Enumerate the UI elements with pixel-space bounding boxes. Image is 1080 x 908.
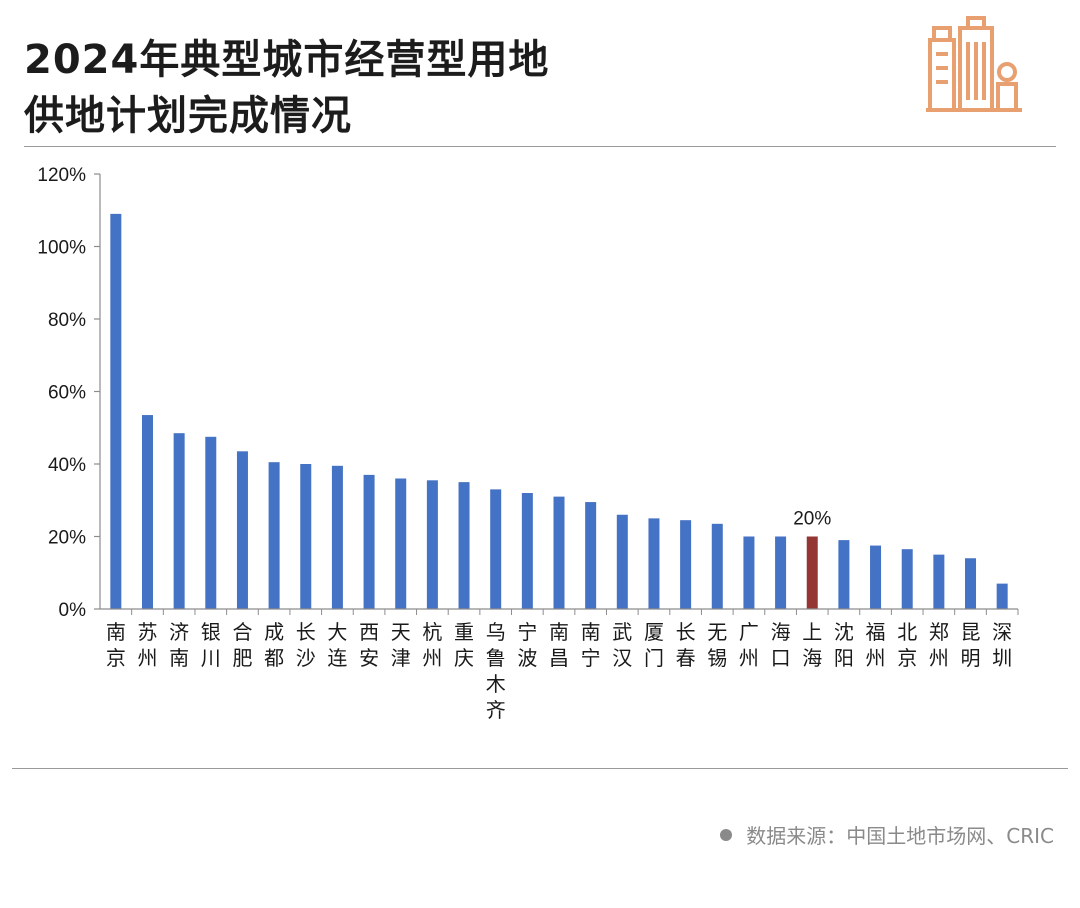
y-tick-label: 40% xyxy=(48,455,86,476)
bar xyxy=(838,540,850,609)
x-tick-label: 长春 xyxy=(676,620,696,670)
bar xyxy=(870,545,882,609)
x-tick-label: 合肥 xyxy=(232,620,252,670)
bar xyxy=(395,478,407,609)
bar xyxy=(616,514,628,609)
bar xyxy=(553,496,565,609)
x-tick-label: 厦门 xyxy=(644,620,664,670)
bar xyxy=(173,433,185,609)
x-tick-label: 长沙 xyxy=(296,620,316,670)
x-tick-label: 福州 xyxy=(866,620,886,670)
x-tick-label: 南京 xyxy=(106,620,126,670)
y-tick-label: 120% xyxy=(37,165,86,186)
x-tick-label: 无锡 xyxy=(707,620,727,670)
header-divider xyxy=(24,146,1056,147)
bar xyxy=(331,465,343,609)
x-tick-label: 宁波 xyxy=(517,620,537,670)
y-tick-label: 20% xyxy=(48,528,86,549)
x-tick-label: 北京 xyxy=(897,620,917,670)
y-tick-label: 60% xyxy=(48,383,86,404)
source-text: 数据来源：中国土地市场网、CRIC xyxy=(746,824,1054,848)
x-tick-label: 南宁 xyxy=(581,620,601,670)
x-tick-label: 大连 xyxy=(327,620,347,670)
bar xyxy=(711,523,723,609)
chart-title-line-2: 供地计划完成情况 xyxy=(24,93,352,139)
x-tick-label: 苏州 xyxy=(137,620,157,670)
data-labels: 20% xyxy=(793,509,831,530)
bar xyxy=(490,489,502,609)
bar xyxy=(205,436,217,609)
x-tick-label: 武汉 xyxy=(612,620,632,670)
x-tick-label: 重庆 xyxy=(454,620,474,670)
bar xyxy=(806,536,818,609)
x-tick-label: 西安 xyxy=(359,620,379,670)
source-note: 数据来源：中国土地市场网、CRIC xyxy=(720,820,1054,849)
bar xyxy=(933,554,945,609)
bars xyxy=(110,213,1008,609)
bar xyxy=(521,493,533,609)
x-tick-label: 沈阳 xyxy=(834,620,854,670)
bar xyxy=(268,462,280,609)
x-tick-label: 天津 xyxy=(391,620,411,670)
bar xyxy=(110,213,122,609)
x-tick-label: 海口 xyxy=(771,620,791,670)
y-tick-label: 100% xyxy=(37,238,86,259)
bar xyxy=(141,415,153,609)
dot-icon xyxy=(720,828,733,841)
x-tick-label: 济南 xyxy=(169,620,189,670)
x-tick-label: 昆明 xyxy=(961,620,981,670)
bar xyxy=(680,520,692,609)
x-tick-label: 上海 xyxy=(802,620,822,670)
chart-title-line-1: 2024年典型城市经营型用地 xyxy=(24,37,550,83)
x-tick-label: 乌鲁木齐 xyxy=(486,620,506,722)
x-tick-label: 郑州 xyxy=(929,620,949,670)
chart-title: 2024年典型城市经营型用地 供地计划完成情况 xyxy=(24,32,549,144)
bar xyxy=(458,482,470,609)
bar xyxy=(743,536,755,609)
y-axis: 0% 20% 40% 60% 80% 100% 120% xyxy=(37,165,101,621)
x-tick-label: 深圳 xyxy=(992,620,1012,670)
x-tick-label: 银川 xyxy=(201,620,221,670)
x-tick-label: 广州 xyxy=(739,620,759,670)
x-tick-label: 成都 xyxy=(264,620,284,670)
bar xyxy=(901,549,913,609)
bar xyxy=(585,502,597,609)
bar xyxy=(236,451,248,609)
bar xyxy=(300,464,312,609)
x-axis: 南京苏州济南银川合肥成都长沙大连西安天津杭州重庆乌鲁木齐宁波南昌南宁武汉厦门长春… xyxy=(100,608,1019,722)
bar xyxy=(775,536,787,609)
city-buildings-icon xyxy=(926,16,1022,112)
bar xyxy=(965,558,977,609)
x-tick-label: 杭州 xyxy=(422,620,442,670)
y-tick-label: 0% xyxy=(59,600,87,621)
footer-divider xyxy=(12,768,1068,769)
bar-chart: 0% 20% 40% 60% 80% 100% 120% 南京苏州济南银川合肥成都长沙大连西… xyxy=(37,165,1019,722)
bar xyxy=(426,480,438,609)
bar xyxy=(996,583,1008,609)
y-tick-label: 80% xyxy=(48,310,86,331)
bar xyxy=(363,474,375,609)
bar xyxy=(648,518,660,609)
x-tick-label: 南昌 xyxy=(549,620,569,670)
data-label: 20% xyxy=(793,509,831,530)
